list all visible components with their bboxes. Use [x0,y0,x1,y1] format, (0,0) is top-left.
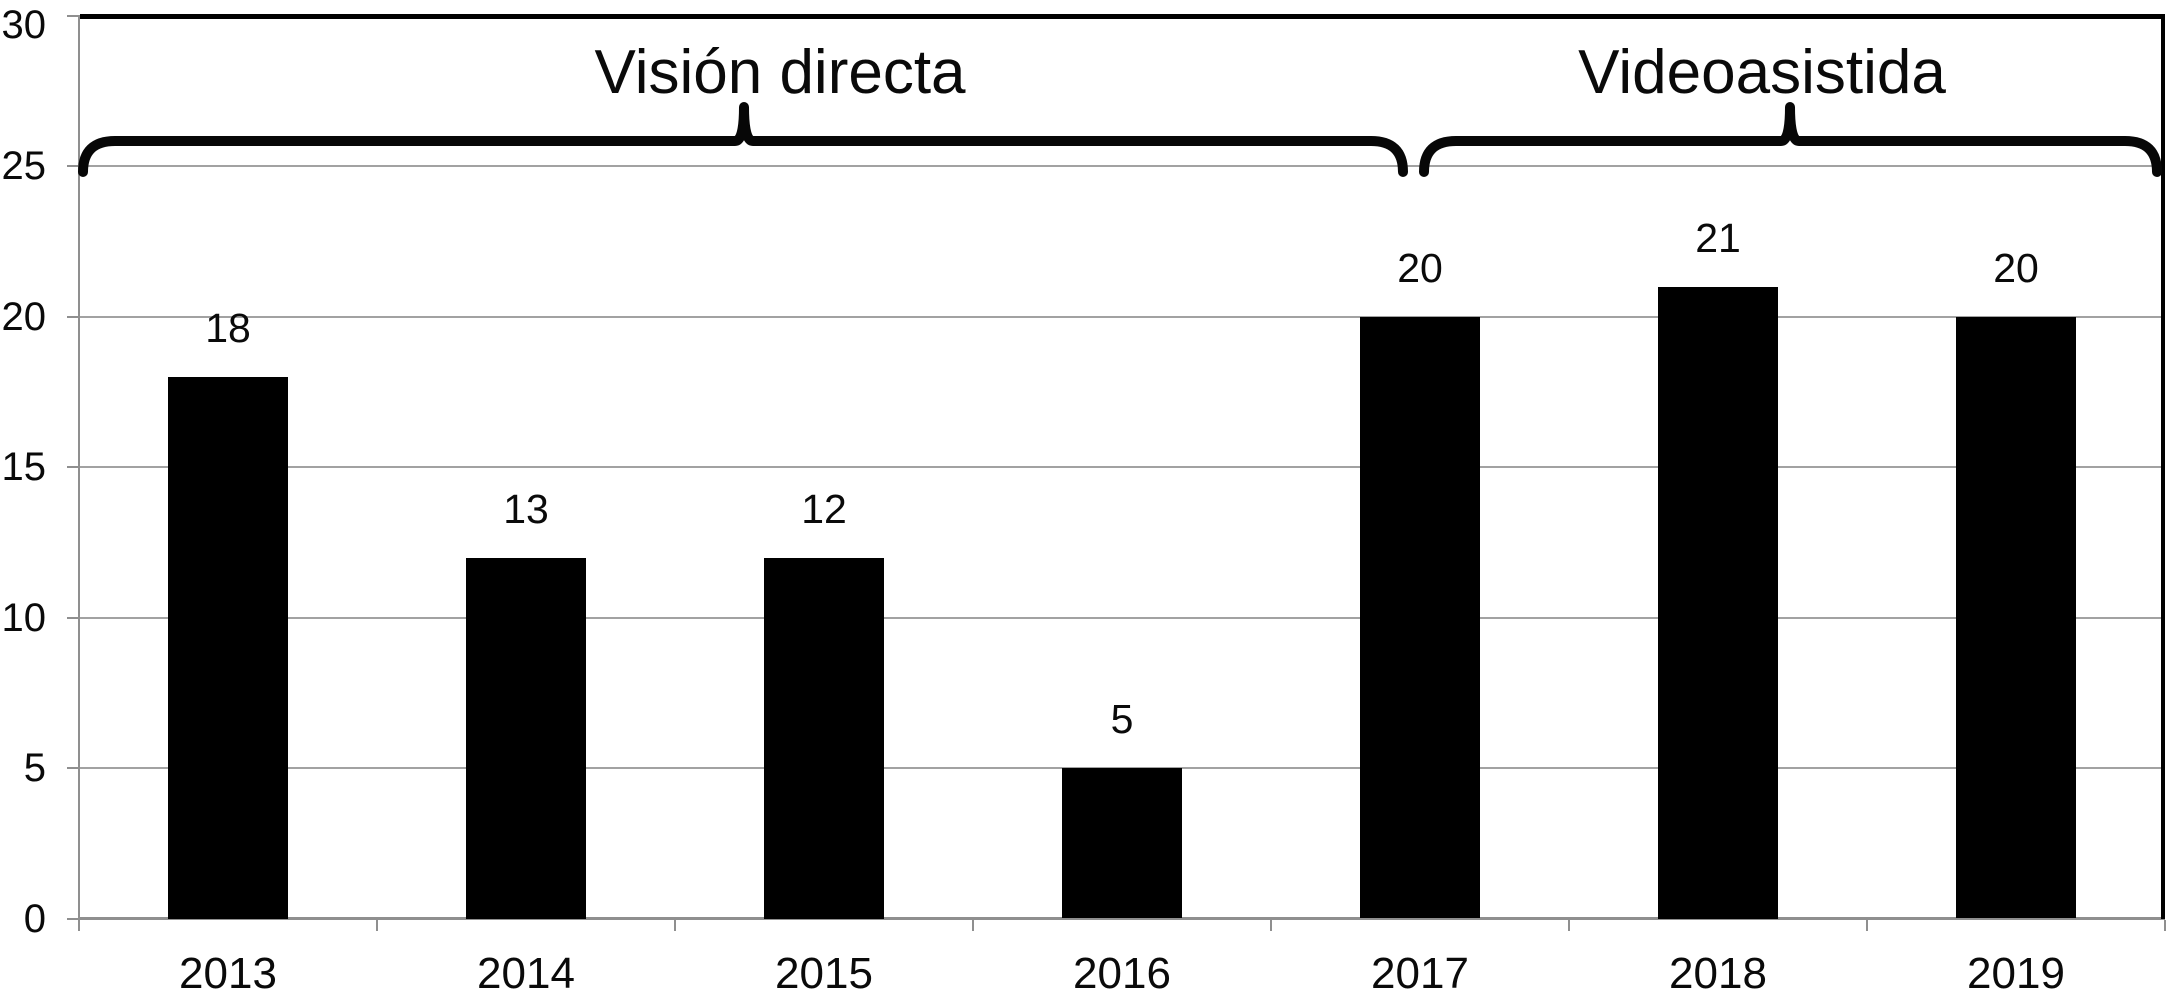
x-axis-line [78,917,2165,920]
x-axis-tick [1567,920,1571,931]
y-axis-tick [67,767,79,770]
bar [1658,286,1778,919]
plot-right-border [2161,14,2165,919]
x-tick-label: 2019 [1967,949,2065,998]
plot-top-border [80,14,2165,19]
x-axis-tick [375,920,379,931]
y-tick-label: 5 [23,746,46,791]
y-axis-tick [67,165,79,168]
annotation-label-vision-directa: Visión directa [594,38,966,107]
bar-value-label: 20 [1397,244,1443,291]
bar [466,557,586,919]
y-tick-label: 20 [1,294,47,339]
x-tick-label: 2016 [1073,949,1171,998]
y-axis-tick [67,466,79,469]
gridline [79,165,2165,168]
x-tick-label: 2018 [1669,949,1767,998]
bar-value-label: 18 [205,305,251,351]
x-axis-tick [1865,920,1869,931]
y-axis-tick [67,15,79,17]
bar-value-label: 13 [503,485,549,532]
y-axis-line [77,15,80,931]
gridline [79,315,2165,318]
y-tick-label: 10 [1,595,47,640]
y-tick-label: 0 [23,896,46,941]
x-tick-label: 2017 [1371,949,1469,998]
bar [168,377,288,919]
x-axis-tick [2163,920,2167,931]
annotation-label-videoasistida: Videoasistida [1578,38,1946,107]
y-tick-label: 15 [1,445,47,490]
x-tick-label: 2013 [179,949,277,998]
y-axis-tick [67,315,79,318]
bar-value-label: 20 [1993,244,2039,291]
bar [1062,768,1182,919]
y-axis-tick [67,917,79,920]
y-axis-tick [67,616,79,619]
x-axis-tick [971,920,975,931]
bar [1360,316,1480,919]
y-tick-label: 25 [1,144,47,189]
x-axis-tick [77,920,81,931]
y-tick-label: 30 [1,3,47,47]
bar-value-label: 5 [1110,696,1134,743]
x-axis-tick [673,920,677,931]
x-tick-label: 2014 [477,949,575,998]
bar [764,557,884,919]
x-tick-label: 2015 [775,949,873,998]
bar-value-label: 21 [1695,214,1741,261]
brace-videoasistida [1419,102,2162,177]
bar [1956,316,2076,919]
gridline [79,466,2165,469]
brace-vision-directa [78,102,1408,177]
x-axis-tick [1269,920,1273,931]
bar-value-label: 12 [801,485,847,532]
gridline [79,616,2165,619]
